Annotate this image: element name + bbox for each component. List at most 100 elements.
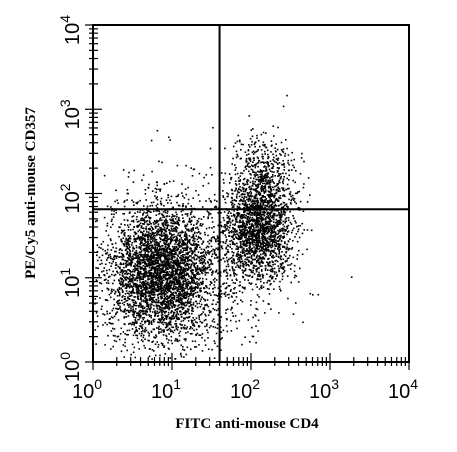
event-dot xyxy=(143,286,145,289)
event-dot xyxy=(177,232,180,234)
event-dot xyxy=(163,247,166,250)
event-dot xyxy=(225,228,227,231)
event-dot xyxy=(160,231,163,234)
event-dot xyxy=(160,314,163,316)
event-dot xyxy=(106,251,109,254)
event-dot xyxy=(110,316,113,318)
event-dot xyxy=(245,223,248,225)
event-dot xyxy=(115,264,117,266)
event-dot xyxy=(151,244,154,247)
event-dot xyxy=(125,272,127,275)
event-dot xyxy=(260,259,263,262)
event-dot xyxy=(252,269,254,272)
event-dot xyxy=(163,329,165,331)
event-dot xyxy=(276,260,279,263)
event-dot xyxy=(102,313,104,315)
event-dot xyxy=(148,323,150,326)
event-dot xyxy=(280,240,283,242)
event-dot xyxy=(187,298,190,300)
event-dot xyxy=(116,336,119,338)
event-dot xyxy=(236,233,238,236)
event-dot xyxy=(176,312,179,315)
event-dot xyxy=(156,198,159,201)
event-dot xyxy=(136,293,139,295)
event-dot xyxy=(159,218,161,220)
event-dots xyxy=(94,94,353,360)
event-dot xyxy=(264,239,266,242)
event-dot xyxy=(150,223,152,225)
event-dot xyxy=(117,202,119,204)
event-dot xyxy=(190,319,193,322)
event-dot xyxy=(278,243,281,245)
event-dot xyxy=(161,222,164,225)
event-dot xyxy=(295,202,298,205)
event-dot xyxy=(161,247,164,250)
event-dot xyxy=(213,199,216,202)
event-dot xyxy=(165,326,168,328)
event-dot xyxy=(113,210,115,212)
event-dot xyxy=(113,279,116,282)
event-dot xyxy=(163,307,165,309)
event-dot xyxy=(239,203,241,206)
event-dot xyxy=(196,219,199,222)
event-dot xyxy=(170,339,173,342)
event-dot xyxy=(123,233,126,236)
event-dot xyxy=(167,313,170,316)
event-dot xyxy=(167,196,169,199)
event-dot xyxy=(156,294,159,296)
event-dot xyxy=(110,265,112,267)
event-dot xyxy=(206,267,209,270)
event-dot xyxy=(137,267,139,270)
event-dot xyxy=(177,313,180,316)
event-dot xyxy=(187,282,190,285)
event-dot xyxy=(250,254,253,257)
event-dot xyxy=(197,286,199,288)
event-dot xyxy=(164,251,166,253)
event-dot xyxy=(153,296,156,299)
event-dot xyxy=(212,291,214,293)
event-dot xyxy=(179,313,182,316)
event-dot xyxy=(228,297,230,299)
event-dot xyxy=(260,176,263,178)
event-dot xyxy=(132,288,134,291)
event-dot xyxy=(205,251,207,253)
event-dot xyxy=(187,246,189,249)
event-dot xyxy=(269,226,271,228)
event-dot xyxy=(129,270,131,272)
event-dot xyxy=(122,270,125,273)
event-dot xyxy=(145,288,148,291)
event-dot xyxy=(157,288,160,290)
event-dot xyxy=(157,250,159,252)
event-dot xyxy=(286,246,288,248)
event-dot xyxy=(136,255,138,257)
event-dot xyxy=(133,299,135,301)
event-dot xyxy=(172,297,174,300)
event-dot xyxy=(162,222,165,224)
event-dot xyxy=(240,243,242,246)
event-dot xyxy=(137,298,139,300)
event-dot xyxy=(261,170,263,173)
event-dot xyxy=(217,248,219,251)
event-dot xyxy=(184,305,187,307)
event-dot xyxy=(130,294,133,297)
event-dot xyxy=(242,220,244,222)
event-dot xyxy=(258,261,261,263)
event-dot xyxy=(261,236,263,238)
event-dot xyxy=(252,188,254,191)
event-dot xyxy=(271,250,274,253)
event-dot xyxy=(165,260,168,263)
event-dot xyxy=(165,233,168,236)
event-dot xyxy=(182,255,184,258)
event-dot xyxy=(157,245,160,247)
event-dot xyxy=(131,343,134,346)
event-dot xyxy=(182,289,184,291)
event-dot xyxy=(254,222,256,225)
event-dot xyxy=(257,275,259,278)
event-dot xyxy=(152,262,155,264)
event-dot xyxy=(239,229,242,232)
event-dot xyxy=(150,257,153,259)
event-dot xyxy=(118,294,121,297)
event-dot xyxy=(146,259,149,262)
event-dot xyxy=(145,282,148,285)
event-dot xyxy=(165,269,167,271)
